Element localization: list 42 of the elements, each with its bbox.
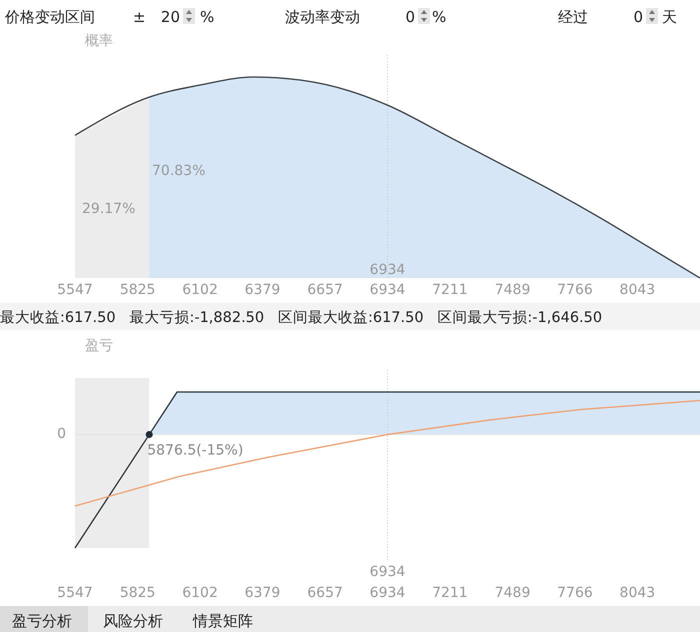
text: 情景矩阵 <box>192 612 253 630</box>
x-tick-label: 5547 <box>57 282 93 298</box>
x-tick-label: 5825 <box>120 585 156 601</box>
text: 0 <box>405 8 415 26</box>
text: 盈亏分析 <box>12 612 72 630</box>
ref-line-label: 6934 <box>370 262 406 278</box>
y-axis-title: 盈亏 <box>85 338 113 354</box>
y-axis-title: 概率 <box>85 33 113 49</box>
text: ± <box>133 8 146 26</box>
annotation: 70.83% <box>152 163 206 179</box>
x-tick-label: 7211 <box>432 585 468 601</box>
text: % <box>200 8 214 26</box>
x-tick-label: 8043 <box>620 585 656 601</box>
x-tick-label: 7489 <box>494 585 530 601</box>
x-tick-label: 6379 <box>244 282 280 298</box>
x-tick-label: 6657 <box>307 585 343 601</box>
text: 20 <box>160 8 180 26</box>
text: 0 <box>57 426 66 442</box>
x-tick-label: 5547 <box>57 585 93 601</box>
text: % <box>432 8 446 26</box>
x-tick-label: 6102 <box>182 585 218 601</box>
x-tick-label: 8043 <box>620 282 656 298</box>
text: 风险分析 <box>103 612 163 630</box>
annotation: 5876.5(-15%) <box>147 442 244 459</box>
text: 价格变动区间 <box>4 8 95 26</box>
x-tick-label: 7211 <box>432 282 468 298</box>
x-tick-label: 6934 <box>370 282 406 298</box>
x-tick-label: 7766 <box>557 282 593 298</box>
x-tick-label: 6934 <box>370 585 406 601</box>
text: 天 <box>662 8 677 26</box>
text: 经过 <box>558 8 588 26</box>
x-tick-label: 7489 <box>494 282 530 298</box>
text: 0 <box>633 8 643 26</box>
chart-subtitle: 最大收益:617.50 最大亏损:-1,882.50 区间最大收益:617.50 区间最大亏损:-1,646.50 <box>0 309 602 326</box>
x-tick-label: 5825 <box>120 282 156 298</box>
x-tick-label: 6379 <box>244 585 280 601</box>
x-tick-label: 6657 <box>307 282 343 298</box>
x-tick-label: 6102 <box>182 282 218 298</box>
annotation: 29.17% <box>82 201 136 217</box>
x-tick-label: 7766 <box>557 585 593 601</box>
ref-line-label: 6934 <box>370 564 406 580</box>
text: 波动率变动 <box>285 8 360 26</box>
